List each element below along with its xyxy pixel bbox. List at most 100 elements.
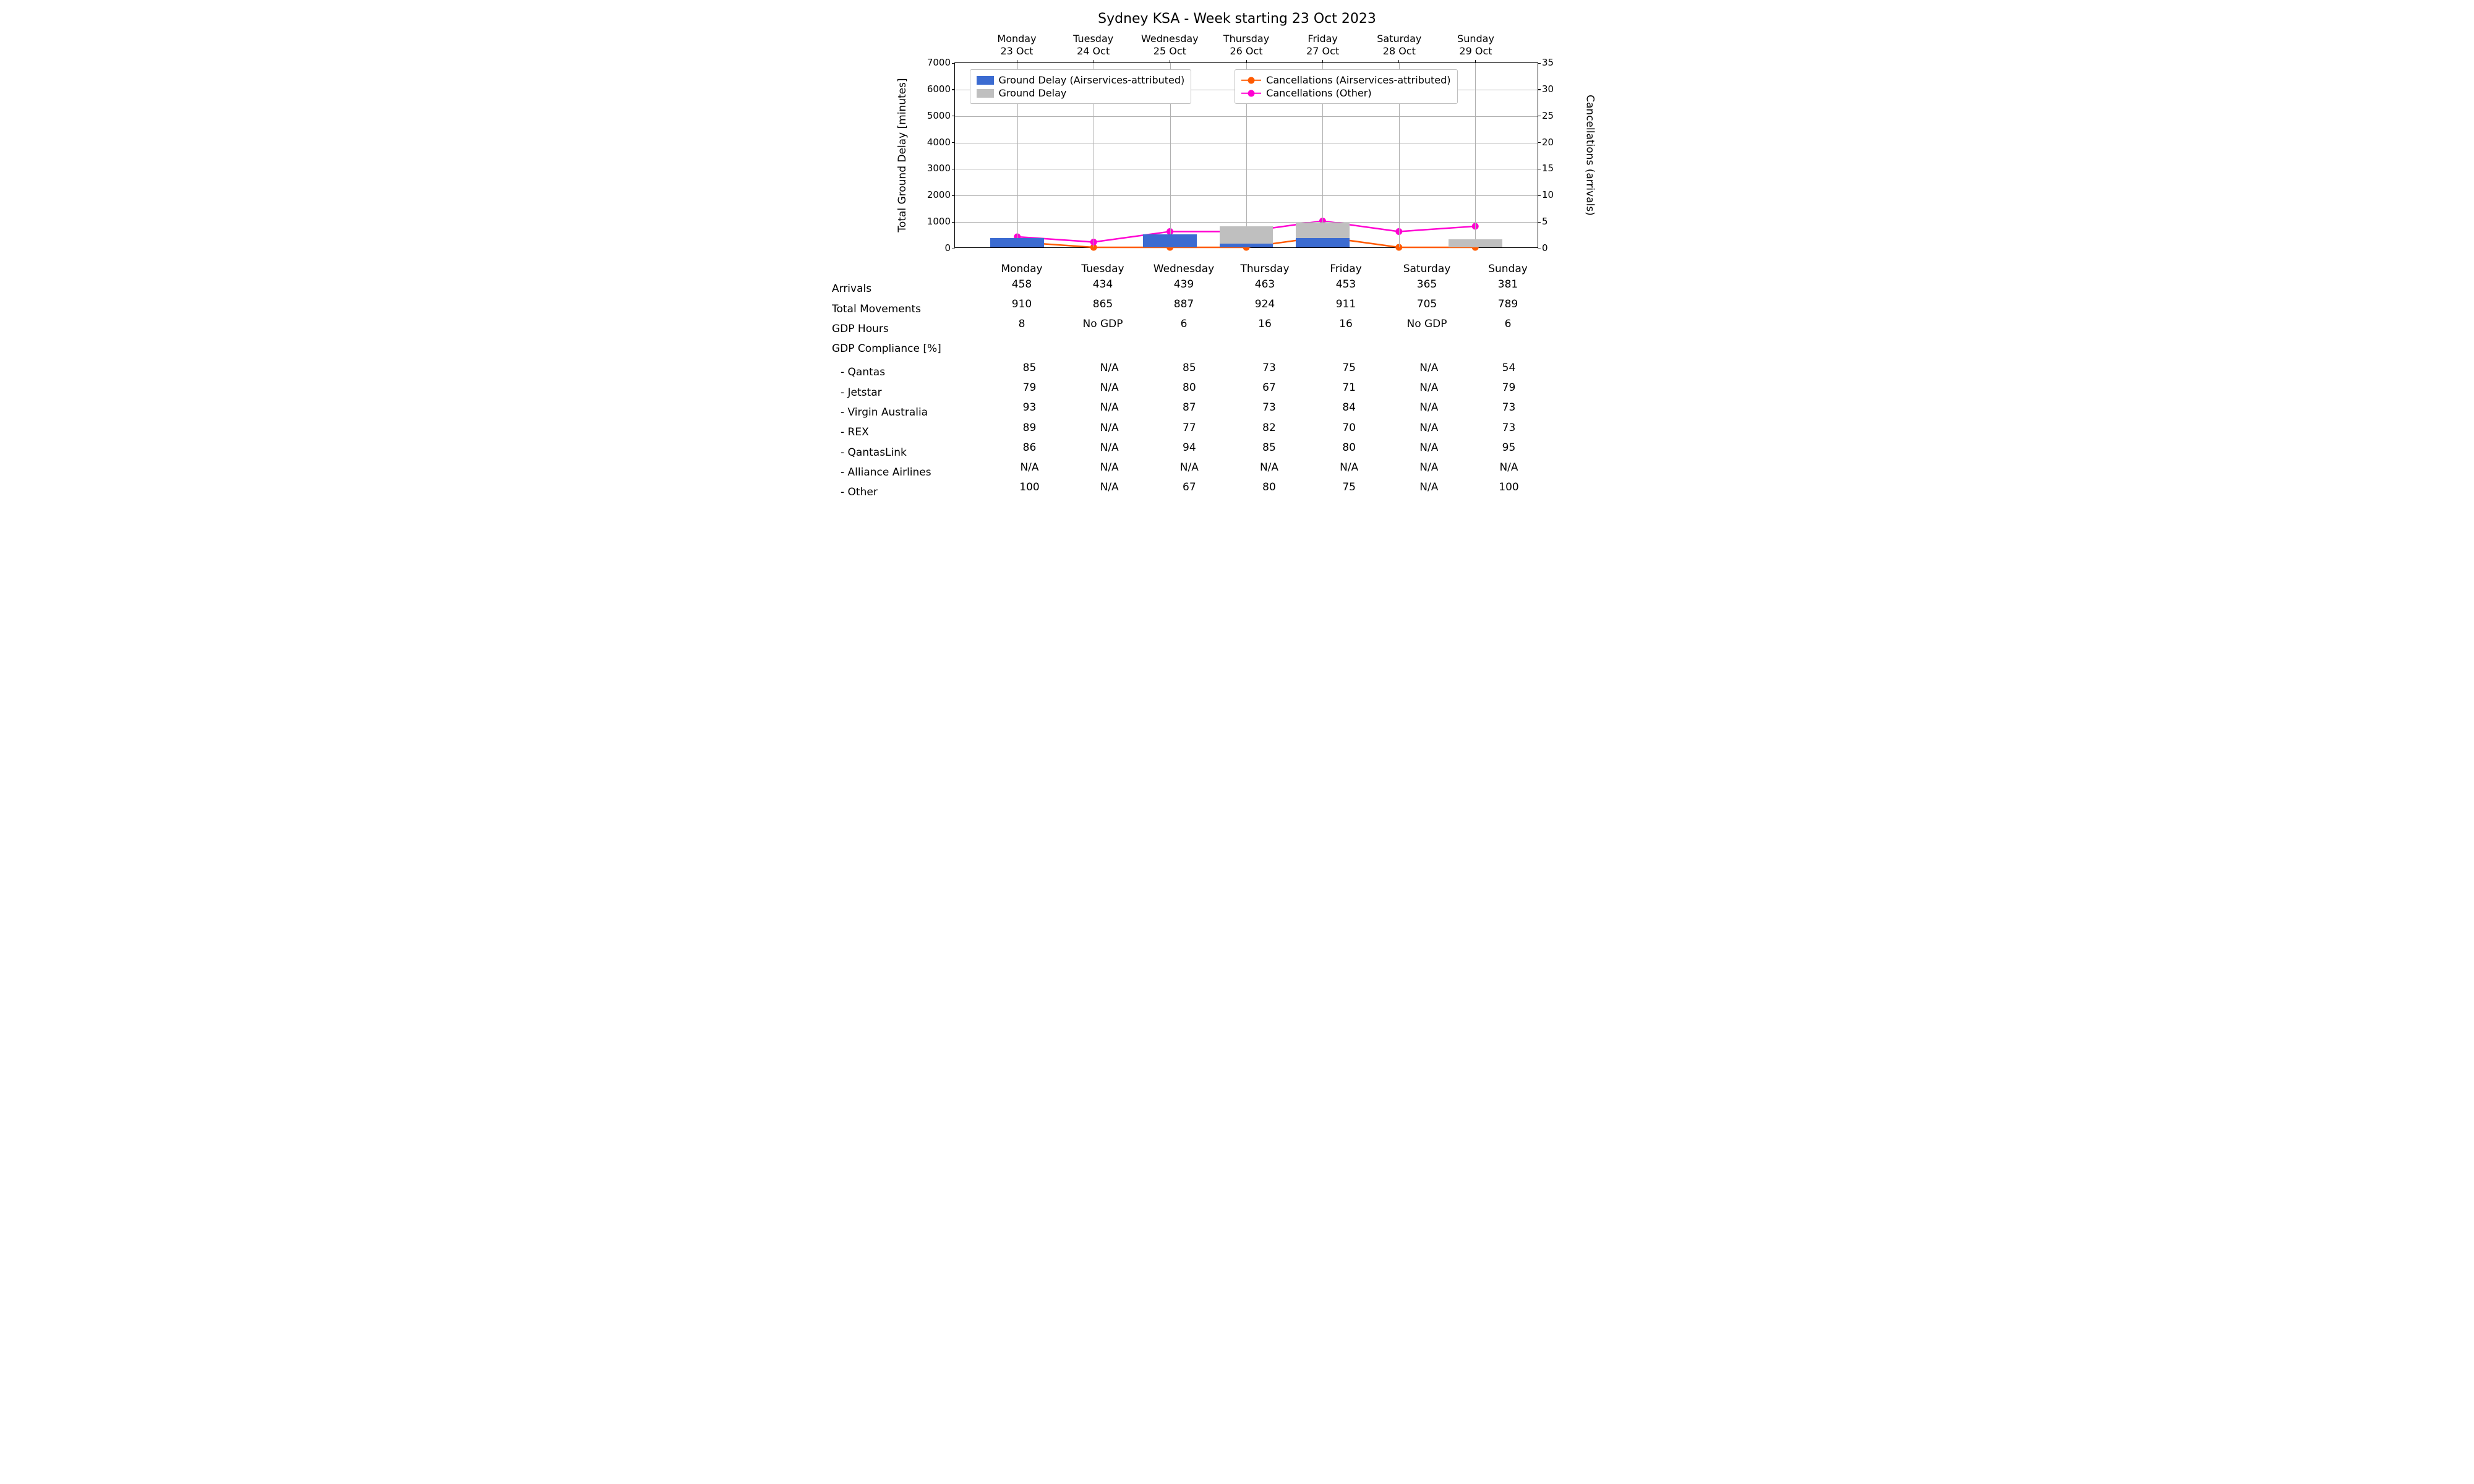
table-cell: 94 [1183, 440, 1196, 456]
table-header-cell: Wednesday [1154, 262, 1214, 277]
table-cell: 453 [1336, 277, 1356, 292]
xtick-top: Tuesday24 Oct [1073, 33, 1113, 58]
table-cell: N/A [1100, 360, 1119, 376]
table-cell: N/A [1100, 440, 1119, 456]
figure: Sydney KSA - Week starting 23 Oct 2023 M… [804, 0, 1670, 513]
ytick-left: 0 [944, 242, 951, 254]
ground-delay-airservices-bar [1296, 238, 1350, 247]
ytick-left: 4000 [927, 137, 951, 148]
legend-label: Ground Delay (Airservices-attributed) [999, 74, 1185, 86]
table-cell: 73 [1262, 400, 1276, 416]
xtick-top: Wednesday25 Oct [1141, 33, 1199, 58]
ytick-right: 20 [1542, 137, 1554, 148]
chart-title: Sydney KSA - Week starting 23 Oct 2023 [804, 11, 1670, 27]
table-cell: N/A [1020, 460, 1038, 475]
table-cell: N/A [1419, 460, 1438, 475]
legend-item: Cancellations (Other) [1241, 87, 1450, 100]
table-cell: 458 [1012, 277, 1032, 292]
table-cell: 70 [1342, 420, 1356, 436]
xtick-date: 29 Oct [1457, 45, 1494, 58]
table-cell: N/A [1100, 400, 1119, 416]
ytick-left: 3000 [927, 163, 951, 174]
table-cell: N/A [1419, 360, 1438, 376]
xtick-date: 24 Oct [1073, 45, 1113, 58]
table-row: - Other100N/A678075N/A100 [918, 480, 1574, 500]
table-cell: 6 [1505, 317, 1512, 332]
table-cell: 73 [1502, 400, 1516, 416]
ytick-left: 7000 [927, 57, 951, 68]
y-axis-left-label: Total Ground Delay [minutes] [896, 78, 909, 232]
xtick-top: Friday27 Oct [1306, 33, 1339, 58]
table-cell: 84 [1342, 400, 1356, 416]
table-cell: 54 [1502, 360, 1516, 376]
table-row-label: Arrivals [832, 281, 956, 297]
ground-delay-total-bar [1449, 239, 1502, 247]
table-row: Total Movements910865887924911705789 [918, 297, 1574, 317]
ytick-left: 2000 [927, 189, 951, 200]
xtick-date: 23 Oct [997, 45, 1036, 58]
xtick-date: 26 Oct [1223, 45, 1269, 58]
table-cell: 100 [1019, 480, 1039, 495]
table-cell: 365 [1417, 277, 1437, 292]
table-cell: 93 [1023, 400, 1037, 416]
ytick-right: 30 [1542, 83, 1554, 95]
table-cell: 67 [1183, 480, 1196, 495]
table-cell: No GDP [1406, 317, 1447, 332]
table-row-label: - REX [832, 425, 964, 440]
table-cell: N/A [1100, 380, 1119, 396]
table-cell: 8 [1019, 317, 1025, 332]
table-cell: 100 [1499, 480, 1518, 495]
table-row: - Jetstar79N/A806771N/A79 [918, 380, 1574, 400]
legend-swatch-line [1241, 76, 1261, 85]
table-cell: 887 [1174, 297, 1194, 312]
table-cell: N/A [1100, 460, 1119, 475]
legend-label: Ground Delay [999, 87, 1067, 99]
chart-area: Monday23 Oct Tuesday24 Oct Wednesday25 Oct… [918, 33, 1574, 248]
xtick-top: Monday23 Oct [997, 33, 1036, 58]
table-header-cell: Thursday [1240, 262, 1289, 277]
table-cell: 910 [1012, 297, 1032, 312]
table-cell: 80 [1342, 440, 1356, 456]
xtick-day: Wednesday [1141, 33, 1199, 45]
ytick-left: 5000 [927, 110, 951, 121]
table-cell: 705 [1417, 297, 1437, 312]
table-cell: 6 [1181, 317, 1188, 332]
table-row: GDP Hours8No GDP61616No GDP6 [918, 317, 1574, 336]
table-cell: No GDP [1082, 317, 1123, 332]
table-row-label: - Alliance Airlines [832, 465, 964, 480]
xtick-top: Sunday29 Oct [1457, 33, 1494, 58]
ytick-left: 6000 [927, 83, 951, 95]
table-cell: N/A [1180, 460, 1199, 475]
table-cell: 911 [1336, 297, 1356, 312]
table-row-label: Total Movements [832, 302, 956, 317]
table-cell: N/A [1260, 460, 1278, 475]
table-row-label: - Other [832, 485, 964, 500]
ytick-left: 1000 [927, 216, 951, 227]
table-cell: N/A [1419, 420, 1438, 436]
table-header-cell: Saturday [1403, 262, 1451, 277]
ytick-right: 15 [1542, 163, 1554, 174]
table-row: - Virgin Australia93N/A877384N/A73 [918, 400, 1574, 420]
table-cell: 75 [1342, 480, 1356, 495]
table-cell: 463 [1255, 277, 1275, 292]
table-header-cell: Friday [1330, 262, 1362, 277]
table-row: GDP Compliance [%] [918, 336, 1574, 356]
table-header-row: MondayTuesdayWednesdayThursdayFridaySatu… [918, 262, 1574, 277]
table-row-label: - QantasLink [832, 445, 964, 461]
legend: Ground Delay (Airservices-attributed)Gro… [970, 69, 1192, 104]
table-cell: 439 [1174, 277, 1194, 292]
table-cell: N/A [1419, 380, 1438, 396]
table-cell: 71 [1342, 380, 1356, 396]
ground-delay-airservices-bar [1220, 244, 1273, 247]
table-header-cell: Sunday [1488, 262, 1528, 277]
gridline-v [1475, 63, 1476, 247]
ytick-right: 0 [1542, 242, 1548, 254]
table-cell: 75 [1342, 360, 1356, 376]
table-cell: 381 [1498, 277, 1518, 292]
top-x-axis: Monday23 Oct Tuesday24 Oct Wednesday25 Oct… [918, 33, 1574, 62]
table-cell: 80 [1262, 480, 1276, 495]
plot-area: Ground Delay (Airservices-attributed)Gro… [954, 62, 1538, 248]
ytick-right: 25 [1542, 110, 1554, 121]
table-cell: 73 [1262, 360, 1276, 376]
table-row: Arrivals458434439463453365381 [918, 277, 1574, 297]
